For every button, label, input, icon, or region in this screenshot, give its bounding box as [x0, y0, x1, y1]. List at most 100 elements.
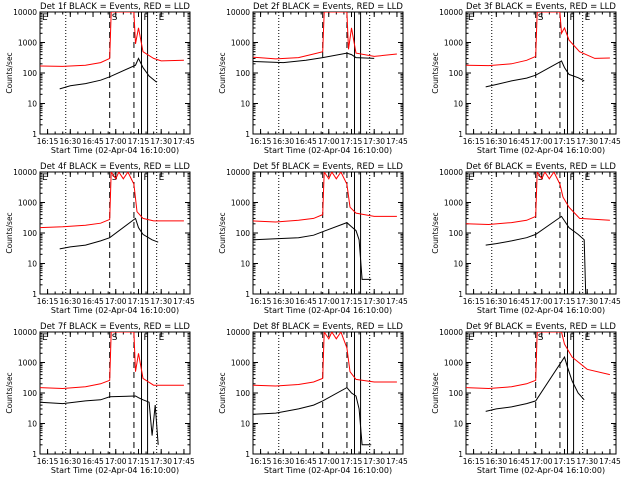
x-tick-label: 17:15 [341, 457, 363, 466]
series-line [253, 52, 375, 64]
series-line [253, 222, 372, 280]
y-tick-label: 10 [240, 420, 250, 429]
y-tick-label: 1000 [231, 359, 250, 368]
plot-frame [39, 11, 191, 135]
x-tick-label: 17:30 [576, 297, 598, 306]
y-tick-label: 1 [32, 130, 37, 139]
x-tick-label: 17:30 [576, 457, 598, 466]
x-tick-label: 17:45 [599, 297, 621, 306]
x-axis-label: Start Time (02-Apr-04 16:10:00) [264, 146, 392, 155]
x-tick-label: 16:30 [59, 457, 81, 466]
plot-frame [252, 331, 404, 455]
x-tick-label: 17:45 [173, 297, 195, 306]
x-tick-label: 17:30 [150, 297, 172, 306]
chart-panel: Det 1f BLACK = Events, RED = LLD 1 10 100 10… [5, 2, 195, 155]
time-marker-label: E [159, 333, 165, 343]
x-tick-label: 17:00 [531, 137, 553, 146]
y-tick-label: 100 [236, 229, 251, 238]
y-tick-label: 1 [458, 290, 463, 299]
time-marker-label: E [468, 333, 474, 343]
x-tick-label: 17:30 [576, 137, 598, 146]
time-marker-label: E [468, 173, 474, 183]
y-tick-label: 10 [240, 100, 250, 109]
time-marker-label: E [468, 13, 474, 23]
x-tick-label: 17:30 [363, 297, 385, 306]
x-tick-label: 16:30 [485, 457, 507, 466]
x-tick-label: 17:30 [150, 457, 172, 466]
chart-title: Det 9f BLACK = Events, RED = LLD [466, 322, 616, 332]
chart-panel: Det 9f BLACK = Events, RED = LLD 1 10 100 10… [431, 322, 621, 475]
y-tick-label: 10000 [226, 328, 250, 337]
x-tick-label: 17:00 [105, 137, 127, 146]
plot-frame [465, 11, 617, 135]
plot-frame [252, 171, 404, 295]
x-tick-label: 16:15 [37, 457, 59, 466]
y-tick-label: 10000 [13, 168, 37, 177]
x-tick-label: 16:30 [272, 297, 294, 306]
x-tick-label: 17:15 [341, 297, 363, 306]
time-marker-label: F [570, 173, 575, 183]
y-tick-label: 100 [449, 389, 464, 398]
series-line [466, 172, 610, 226]
x-axis-label: Start Time (02-Apr-04 16:10:00) [477, 306, 605, 315]
y-axis-label: Counts/sec [218, 52, 227, 93]
x-tick-label: 16:15 [250, 297, 272, 306]
y-tick-label: 10 [27, 100, 37, 109]
y-tick-label: 1 [245, 290, 250, 299]
y-tick-label: 100 [449, 229, 464, 238]
x-axis-label: Start Time (02-Apr-04 16:10:00) [477, 146, 605, 155]
x-tick-label: 16:30 [59, 137, 81, 146]
series-line [485, 60, 585, 88]
time-marker-label: E [159, 13, 165, 23]
chart-title: Det 7f BLACK = Events, RED = LLD [40, 322, 190, 332]
x-tick-label: 16:30 [272, 457, 294, 466]
y-tick-label: 1000 [444, 359, 463, 368]
time-marker-label: S [112, 333, 118, 343]
plot-frame [252, 11, 404, 135]
y-tick-label: 1000 [231, 199, 250, 208]
x-tick-label: 16:15 [250, 457, 272, 466]
y-tick-label: 10 [453, 100, 463, 109]
x-tick-label: 17:45 [386, 297, 408, 306]
plot-frame [39, 331, 191, 455]
x-tick-label: 16:45 [295, 457, 317, 466]
y-tick-label: 10 [27, 420, 37, 429]
x-tick-label: 17:30 [363, 457, 385, 466]
y-tick-label: 100 [449, 69, 464, 78]
x-tick-label: 17:15 [128, 137, 150, 146]
time-marker-label: E [159, 173, 165, 183]
y-tick-label: 1 [32, 290, 37, 299]
x-tick-label: 16:15 [463, 137, 485, 146]
x-tick-label: 17:45 [386, 137, 408, 146]
time-marker-label: F [570, 13, 575, 23]
series-line [253, 172, 397, 223]
y-tick-label: 10000 [13, 8, 37, 17]
y-tick-label: 10000 [439, 328, 463, 337]
chart-panel: Det 5f BLACK = Events, RED = LLD 1 10 100 10… [218, 162, 408, 315]
y-tick-label: 10000 [226, 168, 250, 177]
time-marker-label: F [144, 333, 149, 343]
y-axis-label: Counts/sec [218, 372, 227, 413]
x-tick-label: 16:45 [508, 457, 530, 466]
y-tick-label: 1 [245, 450, 250, 459]
series-line [40, 332, 184, 390]
x-tick-label: 17:00 [531, 457, 553, 466]
y-tick-label: 1000 [18, 39, 37, 48]
x-tick-label: 16:15 [250, 137, 272, 146]
chart-panel: Det 2f BLACK = Events, RED = LLD 1 10 100 10… [218, 2, 408, 155]
y-tick-label: 100 [23, 229, 38, 238]
x-axis-label: Start Time (02-Apr-04 16:10:00) [51, 306, 179, 315]
y-tick-label: 10 [27, 260, 37, 269]
x-tick-label: 17:30 [150, 137, 172, 146]
time-marker-label: S [538, 13, 544, 23]
time-marker-label: S [538, 333, 544, 343]
x-tick-label: 16:30 [485, 137, 507, 146]
chart-title: Det 3f BLACK = Events, RED = LLD [466, 2, 616, 12]
x-tick-label: 17:45 [173, 457, 195, 466]
x-tick-label: 16:45 [295, 297, 317, 306]
series-line [485, 215, 587, 294]
x-tick-label: 16:45 [82, 137, 104, 146]
y-tick-label: 1000 [18, 359, 37, 368]
x-axis-label: Start Time (02-Apr-04 16:10:00) [264, 466, 392, 475]
